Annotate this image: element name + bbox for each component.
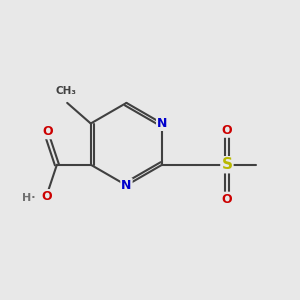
Text: O: O: [222, 193, 232, 206]
Text: CH₃: CH₃: [55, 86, 76, 96]
Text: S: S: [221, 157, 233, 172]
Text: N: N: [157, 117, 167, 130]
Text: H·: H·: [22, 193, 36, 203]
Text: O: O: [43, 125, 53, 138]
Text: N: N: [121, 179, 132, 192]
Text: O: O: [222, 124, 232, 137]
Text: O: O: [41, 190, 52, 203]
